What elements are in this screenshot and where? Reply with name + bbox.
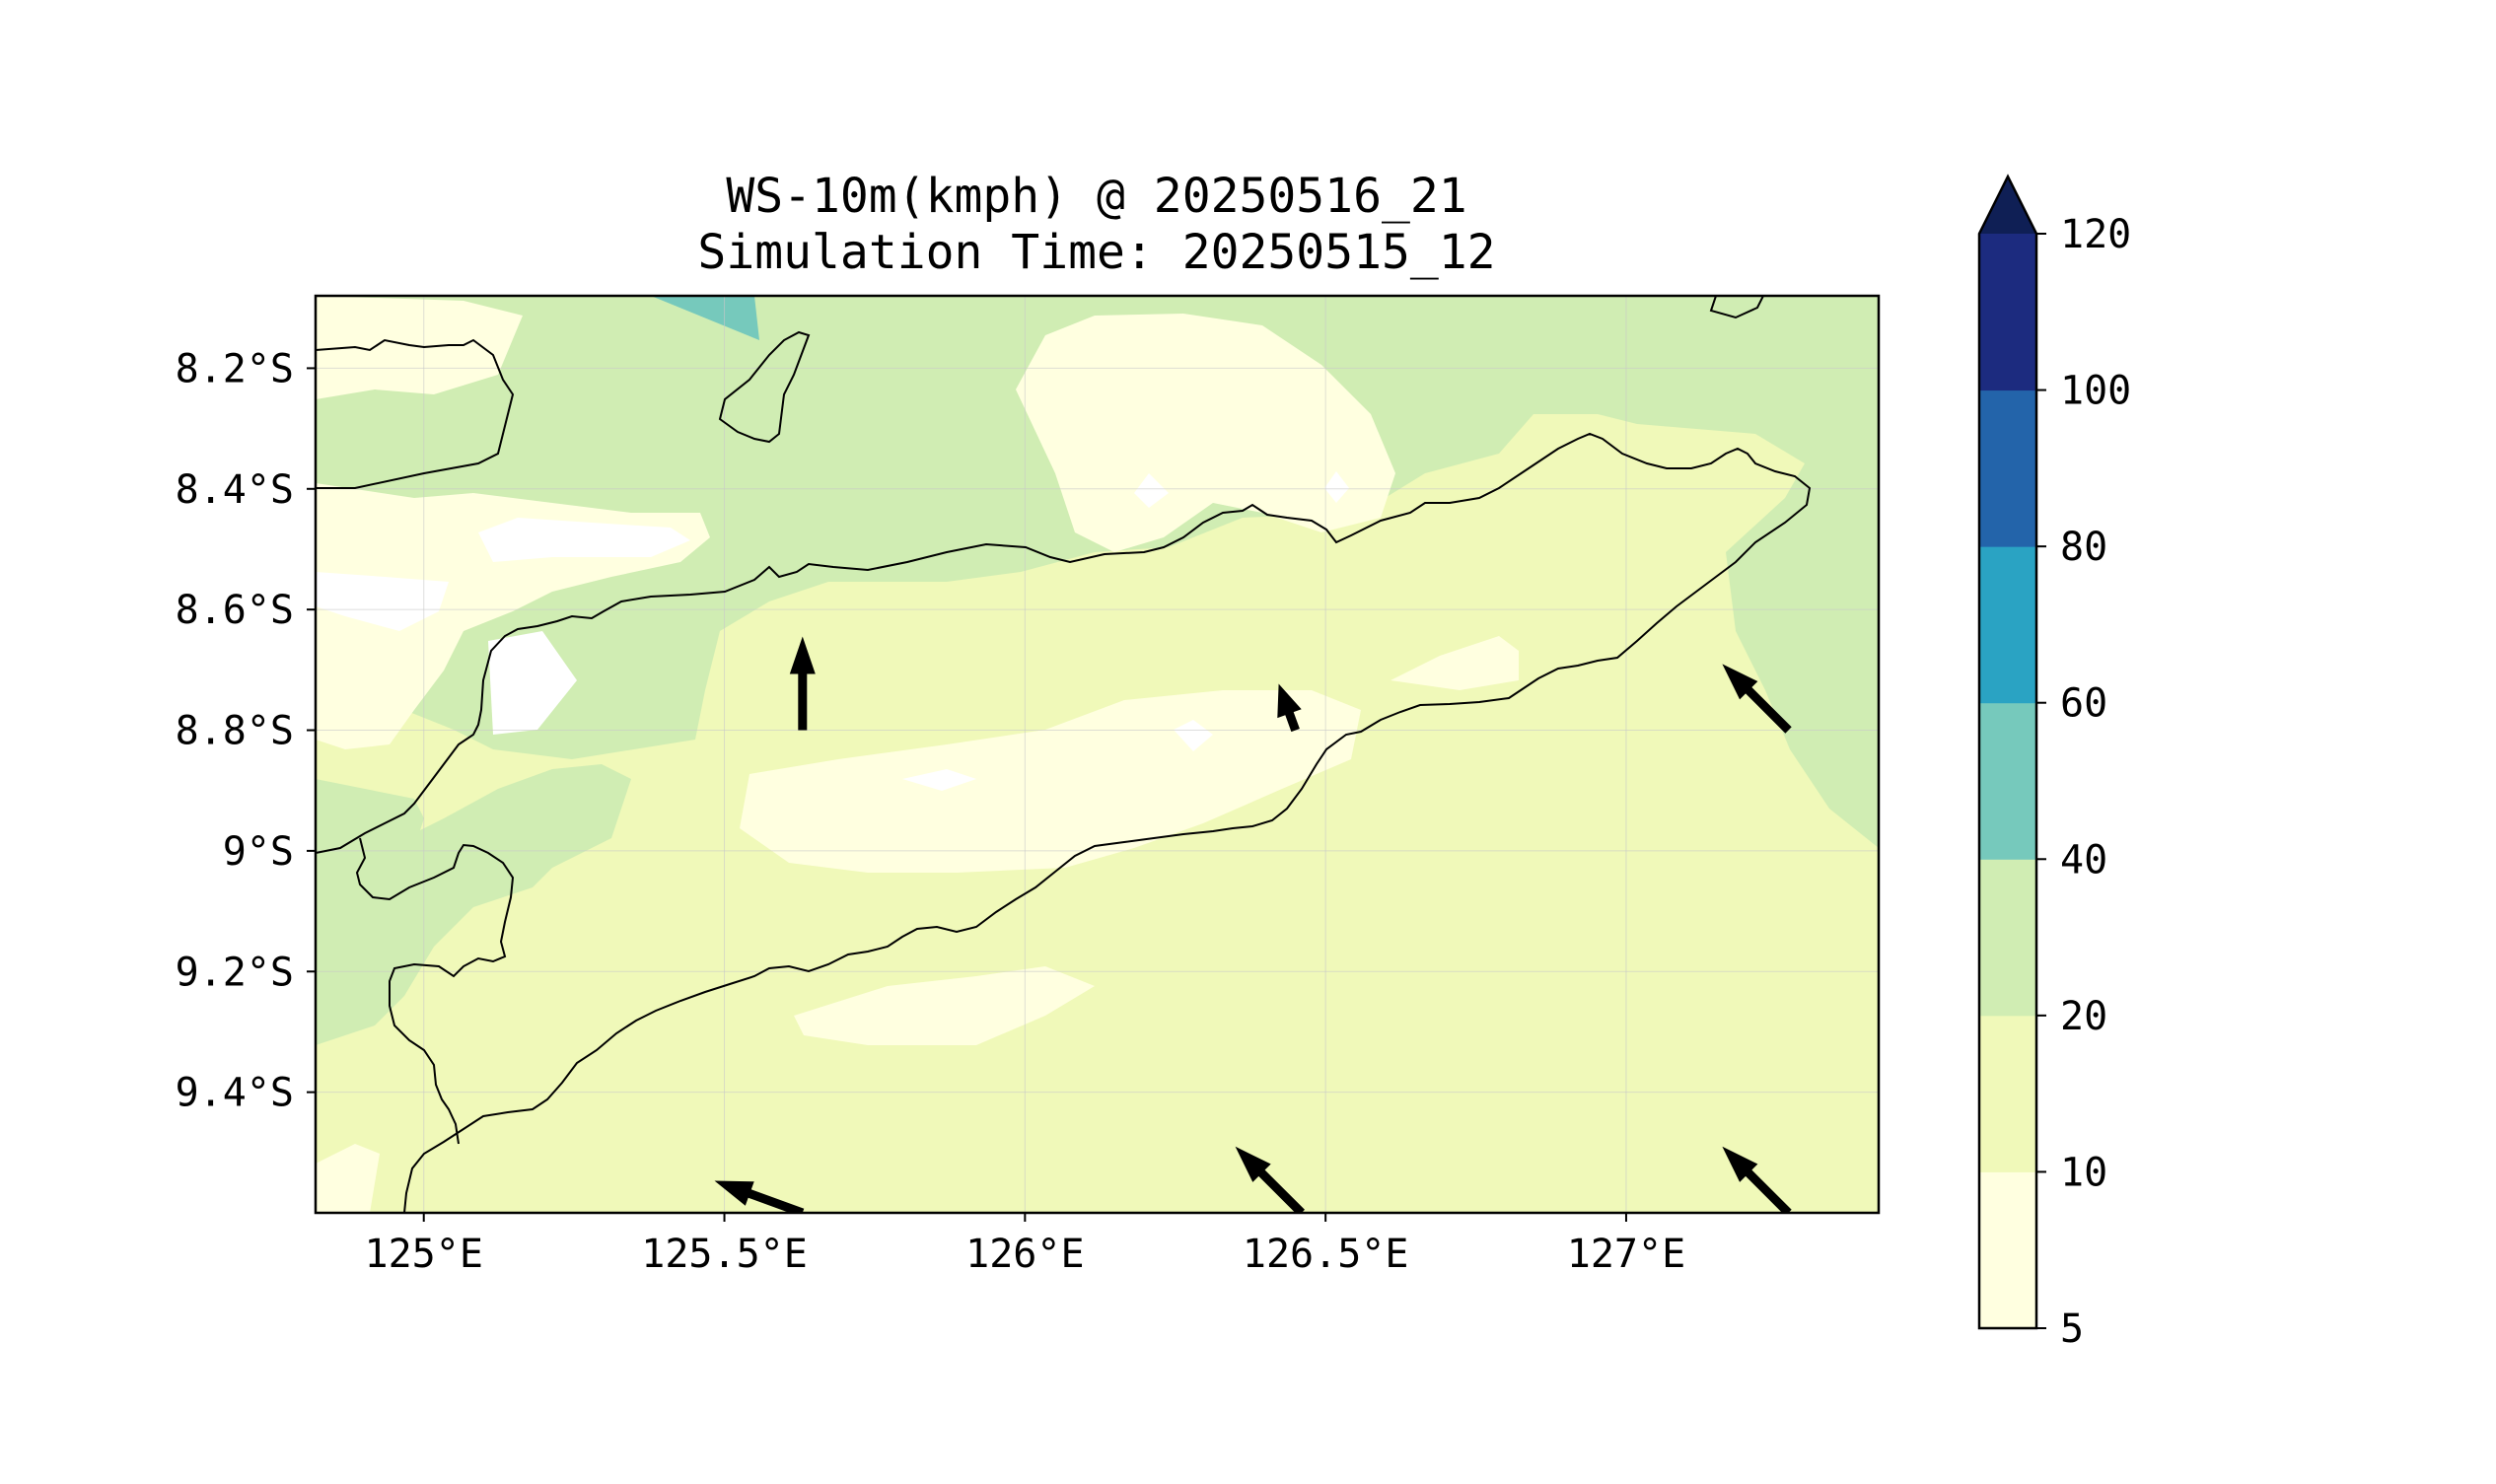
colorbar-tick-label: 100 [2060,369,2131,414]
coastline-timor-north-east [316,432,1812,1213]
lon-tick-label: 126.5°E [1243,1232,1409,1277]
colorbar-tick-label: 120 [2060,212,2131,257]
colorbar-segment [1979,859,2036,1017]
colorbar-outline [1977,174,2038,1330]
colorbar-tick-label: 10 [2060,1150,2107,1195]
contour-5-10-hill [1016,314,1395,552]
coastline-oecusse-border [355,837,515,1145]
colorbar-segment [1979,702,2036,860]
contour-20-40-north [316,296,1879,848]
lat-tick-label: 8.8°S [176,709,294,754]
contour-20-40-southwest [316,779,424,892]
lat-tick-label: 9.2°S [176,950,294,995]
wind-arrow [1277,683,1302,733]
contour-below-5-f [1134,473,1169,508]
lon-tick-label: 126°E [965,1232,1084,1277]
title-line-2: Simulation Time: 20250515_12 [697,225,1495,280]
wind-arrow [1722,1146,1792,1213]
lon-tick-label: 125.5°E [641,1232,808,1277]
contour-below-5-g [1324,471,1349,503]
colorbar-segment [1979,1171,2036,1329]
lat-tick-label: 9.4°S [176,1071,294,1116]
contour-5-10-south [794,966,1095,1045]
lat-tick-label: 8.2°S [176,346,294,391]
contour-below-5-a [478,518,690,562]
colorbar-tick-label: 5 [2060,1307,2084,1352]
contour-5-10-north-strip [316,296,523,399]
contour-5-10-east [1391,636,1519,690]
contour-below-5-e [1174,720,1213,751]
coastline-north-timor [316,338,515,489]
contour-below-5-c [488,631,577,735]
map-gridlines [316,296,1879,1213]
coastline-wetar-tip [1709,296,1764,319]
colorbar-extend-arrow [1979,177,2036,234]
wind-arrow [1722,664,1792,734]
colorbar-segment [1979,1015,2036,1172]
map-panel [316,296,1879,1213]
wind-arrow [714,1180,805,1213]
coastline-atauro-island [718,330,811,444]
colorbar-segment [1979,234,2036,391]
map-frame [314,294,1881,1215]
longitude-axis: 125°E 125.5°E 126°E 126.5°E 127°E [365,1213,1685,1277]
wind-vectors [714,636,1792,1213]
lon-tick-label: 125°E [365,1232,483,1277]
title-line-1: WS-10m(kmph) @ 20250516_21 [726,169,1466,224]
lat-tick-label: 8.6°S [176,588,294,633]
colorbar: 5 10 20 40 60 80 100 120 [1977,174,2131,1352]
latitude-axis: 8.2°S 8.4°S 8.6°S 8.8°S 9°S 9.2°S 9.4°S [176,346,316,1116]
coastlines [316,296,1812,1213]
contour-5-10-corner [316,1144,380,1213]
lat-tick-label: 9°S [223,829,294,875]
colorbar-tick-label: 20 [2060,994,2107,1039]
contour-below-5-d [902,769,976,791]
wind-arrow [789,636,816,731]
lon-tick-label: 127°E [1567,1232,1685,1277]
colorbar-tick-label: 60 [2060,681,2107,727]
colorbar-segment [1979,389,2036,547]
contour-below-5-b [316,572,449,631]
contour-20-40-south [316,764,631,1045]
wind-arrow [1235,1146,1305,1213]
colorbar-tick-label: 40 [2060,837,2107,883]
colorbar-tick-label: 80 [2060,525,2107,570]
contour-40-60-patch [651,296,759,340]
lat-tick-label: 8.4°S [176,467,294,513]
colorbar-segment [1979,546,2036,704]
